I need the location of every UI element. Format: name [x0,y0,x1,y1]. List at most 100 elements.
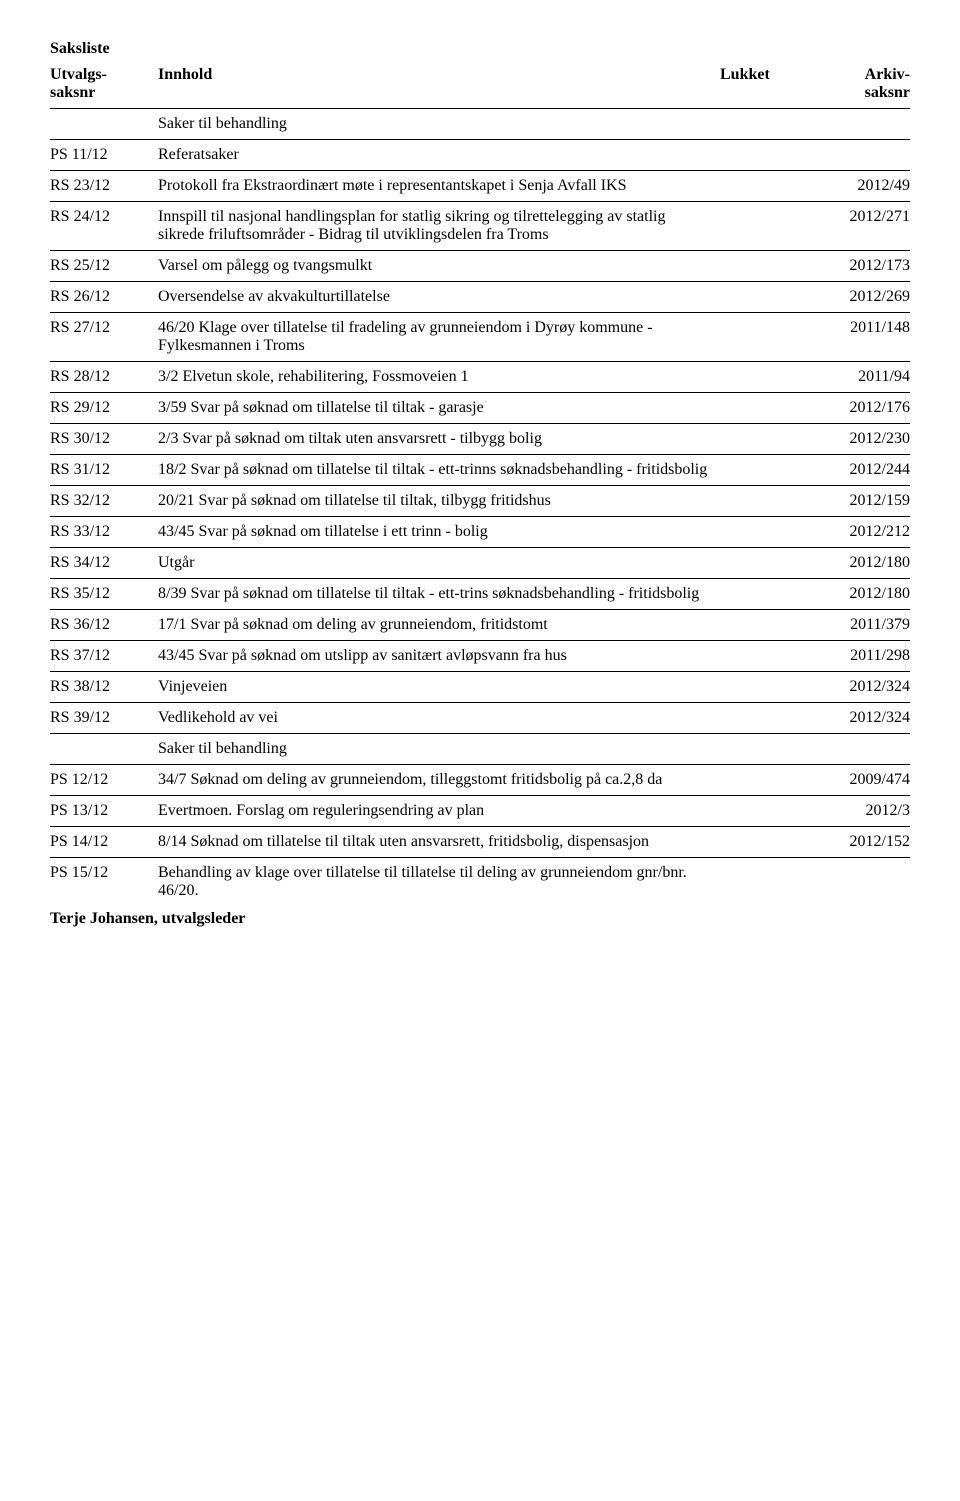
row-code: RS 27/12 [50,319,158,337]
row-arkiv: 2012/180 [810,585,910,603]
signature: Terje Johansen, utvalgsleder [50,910,910,928]
row-arkiv: 2009/474 [810,771,910,789]
table-row: RS 28/123/2 Elvetun skole, rehabiliterin… [50,362,910,393]
row-desc: 3/59 Svar på søknad om tillatelse til ti… [158,399,720,417]
row-code: RS 39/12 [50,709,158,727]
table-row: RS 24/12Innspill til nasjonal handlingsp… [50,202,910,251]
row-arkiv: 2012/173 [810,257,910,275]
row-desc: 18/2 Svar på søknad om tillatelse til ti… [158,461,720,479]
row-arkiv: 2012/180 [810,554,910,572]
header-lukket: Lukket [720,66,810,102]
row-code: RS 35/12 [50,585,158,603]
row-desc: Referatsaker [158,146,720,164]
table-row: PS 13/12Evertmoen. Forslag om regulering… [50,796,910,827]
row-code: RS 23/12 [50,177,158,195]
header-col4b: saksnr [865,84,910,101]
table-row: RS 37/1243/45 Svar på søknad om utslipp … [50,641,910,672]
row-code: RS 24/12 [50,208,158,226]
row-code: RS 25/12 [50,257,158,275]
row-arkiv: 2012/49 [810,177,910,195]
table-header: Utvalgs- saksnr Innhold Lukket Arkiv- sa… [50,66,910,109]
table-row: RS 29/123/59 Svar på søknad om tillatels… [50,393,910,424]
row-code: PS 15/12 [50,864,158,882]
section-heading-1: Saker til behandling [50,109,910,140]
rows-container: PS 11/12ReferatsakerRS 23/12Protokoll fr… [50,140,910,734]
row-desc: 43/45 Svar på søknad om tillatelse i ett… [158,523,720,541]
row-arkiv: 2012/269 [810,288,910,306]
row-desc: Oversendelse av akvakulturtillatelse [158,288,720,306]
row-arkiv: 2012/271 [810,208,910,226]
row-arkiv: 2012/152 [810,833,910,851]
row-code: RS 30/12 [50,430,158,448]
row-desc: 20/21 Svar på søknad om tillatelse til t… [158,492,720,510]
row-arkiv: 2012/324 [810,709,910,727]
section-label: Saker til behandling [158,740,720,758]
row-code: PS 11/12 [50,146,158,164]
row-code: RS 36/12 [50,616,158,634]
row-desc: 43/45 Svar på søknad om utslipp av sanit… [158,647,720,665]
row-desc: Evertmoen. Forslag om reguleringsendring… [158,802,720,820]
section-label: Saker til behandling [158,115,720,133]
table-row: RS 38/12Vinjeveien 2012/324 [50,672,910,703]
row-desc: Behandling av klage over tillatelse til … [158,864,720,900]
row-arkiv: 2012/230 [810,430,910,448]
header-col4a: Arkiv- [865,66,910,83]
row-code: RS 29/12 [50,399,158,417]
row-code: PS 12/12 [50,771,158,789]
row-code: RS 34/12 [50,554,158,572]
table-row: RS 25/12Varsel om pålegg og tvangsmulkt 2… [50,251,910,282]
row-arkiv: 2011/148 [810,319,910,337]
table-row: RS 26/12Oversendelse av akvakulturtillat… [50,282,910,313]
table-row: PS 12/1234/7 Søknad om deling av grunnei… [50,765,910,796]
row-desc: Protokoll fra Ekstraordinært møte i repr… [158,177,720,195]
header-col1b: saksnr [50,84,95,101]
row-desc: Utgår [158,554,720,572]
table-row: RS 31/1218/2 Svar på søknad om tillatels… [50,455,910,486]
row-code: RS 28/12 [50,368,158,386]
table-row: PS 14/128/14 Søknad om tillatelse til ti… [50,827,910,858]
header-col1a: Utvalgs- [50,66,107,83]
row-arkiv: 2012/324 [810,678,910,696]
row-code: RS 26/12 [50,288,158,306]
row-desc: 8/39 Svar på søknad om tillatelse til ti… [158,585,720,603]
final-row: PS 15/12 Behandling av klage over tillat… [50,858,910,906]
rows-container-2: PS 12/1234/7 Søknad om deling av grunnei… [50,765,910,858]
row-code: RS 33/12 [50,523,158,541]
row-code: PS 13/12 [50,802,158,820]
row-arkiv: 2012/212 [810,523,910,541]
table-row: PS 11/12Referatsaker [50,140,910,171]
row-arkiv: 2012/244 [810,461,910,479]
table-row: RS 33/1243/45 Svar på søknad om tillatel… [50,517,910,548]
row-desc: Vedlikehold av vei [158,709,720,727]
row-code: RS 38/12 [50,678,158,696]
row-desc: Vinjeveien [158,678,720,696]
row-arkiv: 2012/159 [810,492,910,510]
table-row: RS 34/12Utgår 2012/180 [50,548,910,579]
table-row: RS 39/12Vedlikehold av vei 2012/324 [50,703,910,734]
row-arkiv: 2012/176 [810,399,910,417]
row-arkiv: 2011/94 [810,368,910,386]
page-title: Saksliste [50,40,910,58]
row-code: PS 14/12 [50,833,158,851]
row-desc: 17/1 Svar på søknad om deling av grunnei… [158,616,720,634]
header-utvalgs: Utvalgs- saksnr [50,66,158,102]
header-innhold: Innhold [158,66,720,102]
row-desc: Varsel om pålegg og tvangsmulkt [158,257,720,275]
table-row: RS 36/1217/1 Svar på søknad om deling av… [50,610,910,641]
row-arkiv: 2012/3 [810,802,910,820]
row-arkiv: 2011/379 [810,616,910,634]
row-desc: 3/2 Elvetun skole, rehabilitering, Fossm… [158,368,720,386]
row-desc: 2/3 Svar på søknad om tiltak uten ansvar… [158,430,720,448]
table-row: RS 27/1246/20 Klage over tillatelse til … [50,313,910,362]
table-row: RS 23/12Protokoll fra Ekstraordinært møt… [50,171,910,202]
row-desc: 46/20 Klage over tillatelse til fradelin… [158,319,720,355]
row-desc: 8/14 Søknad om tillatelse til tiltak ute… [158,833,720,851]
table-row: RS 35/128/39 Svar på søknad om tillatels… [50,579,910,610]
row-desc: Innspill til nasjonal handlingsplan for … [158,208,720,244]
table-row: RS 30/122/3 Svar på søknad om tiltak ute… [50,424,910,455]
row-code: RS 31/12 [50,461,158,479]
header-arkiv: Arkiv- saksnr [810,66,910,102]
row-code: RS 37/12 [50,647,158,665]
row-desc: 34/7 Søknad om deling av grunneiendom, t… [158,771,720,789]
section-heading-2: Saker til behandling [50,734,910,765]
